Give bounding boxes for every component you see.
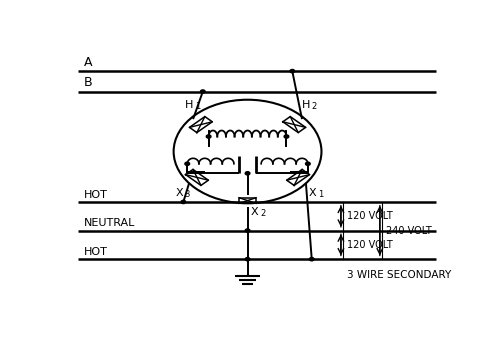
- Text: X: X: [175, 188, 183, 198]
- Circle shape: [206, 135, 210, 138]
- Text: HOT: HOT: [84, 247, 108, 257]
- Text: X: X: [250, 207, 258, 217]
- Text: 1: 1: [318, 190, 323, 199]
- Text: H: H: [184, 99, 193, 110]
- Circle shape: [244, 172, 249, 175]
- Circle shape: [305, 162, 310, 165]
- Text: 120 VOLT: 120 VOLT: [346, 240, 392, 250]
- Text: 2: 2: [311, 102, 316, 111]
- Text: 240 VOLT: 240 VOLT: [385, 225, 430, 235]
- Circle shape: [309, 258, 314, 261]
- Text: A: A: [84, 56, 93, 69]
- Circle shape: [244, 229, 249, 232]
- Circle shape: [200, 90, 205, 93]
- Text: HOT: HOT: [84, 190, 108, 200]
- Text: NEUTRAL: NEUTRAL: [84, 218, 135, 228]
- Circle shape: [184, 162, 189, 165]
- Text: 2: 2: [260, 209, 265, 218]
- Text: 120 VOLT: 120 VOLT: [346, 211, 392, 221]
- Circle shape: [244, 258, 249, 261]
- Circle shape: [290, 69, 294, 73]
- Text: 1: 1: [194, 102, 200, 111]
- Text: B: B: [84, 76, 93, 89]
- Text: 3: 3: [184, 190, 189, 199]
- Circle shape: [181, 200, 185, 204]
- Text: 3 WIRE SECONDARY: 3 WIRE SECONDARY: [346, 270, 450, 280]
- Text: H: H: [302, 99, 310, 110]
- Circle shape: [284, 135, 288, 138]
- Text: X: X: [309, 188, 316, 198]
